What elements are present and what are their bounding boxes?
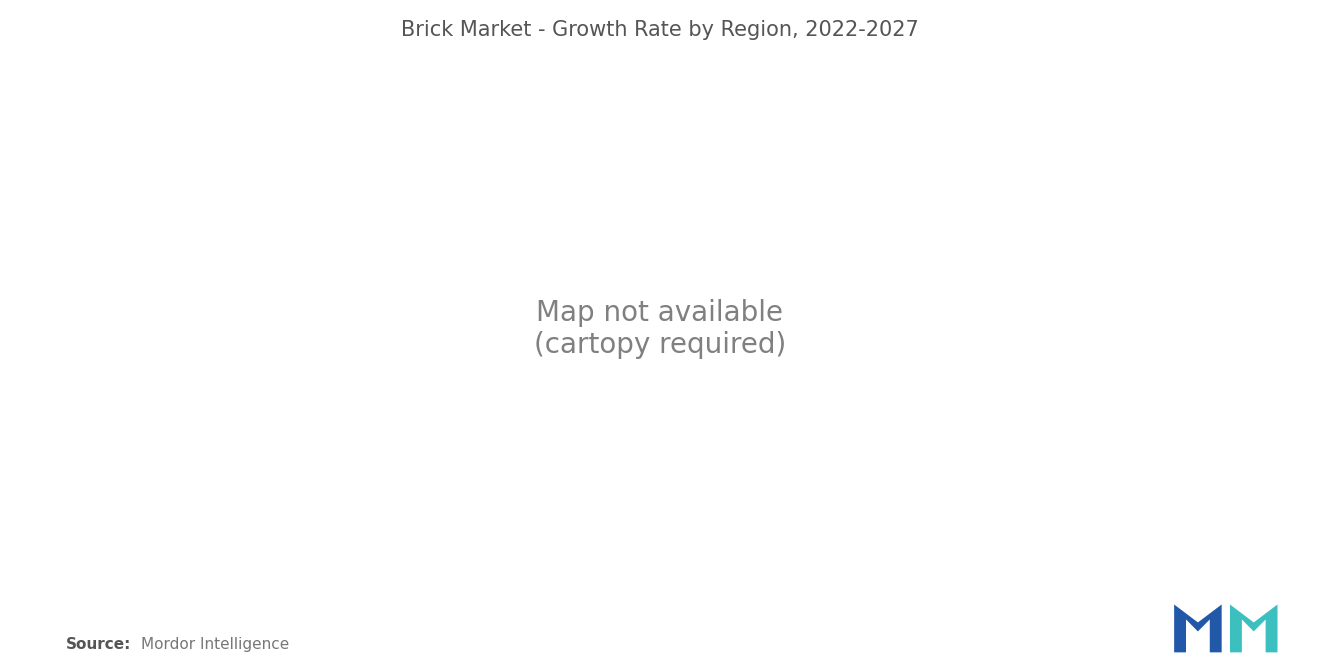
Text: Mordor Intelligence: Mordor Intelligence: [141, 636, 289, 652]
Text: Source:: Source:: [66, 636, 132, 652]
Polygon shape: [1230, 604, 1278, 652]
Text: Map not available
(cartopy required): Map not available (cartopy required): [533, 299, 787, 359]
Polygon shape: [1175, 604, 1222, 652]
Text: Brick Market - Growth Rate by Region, 2022-2027: Brick Market - Growth Rate by Region, 20…: [401, 20, 919, 40]
